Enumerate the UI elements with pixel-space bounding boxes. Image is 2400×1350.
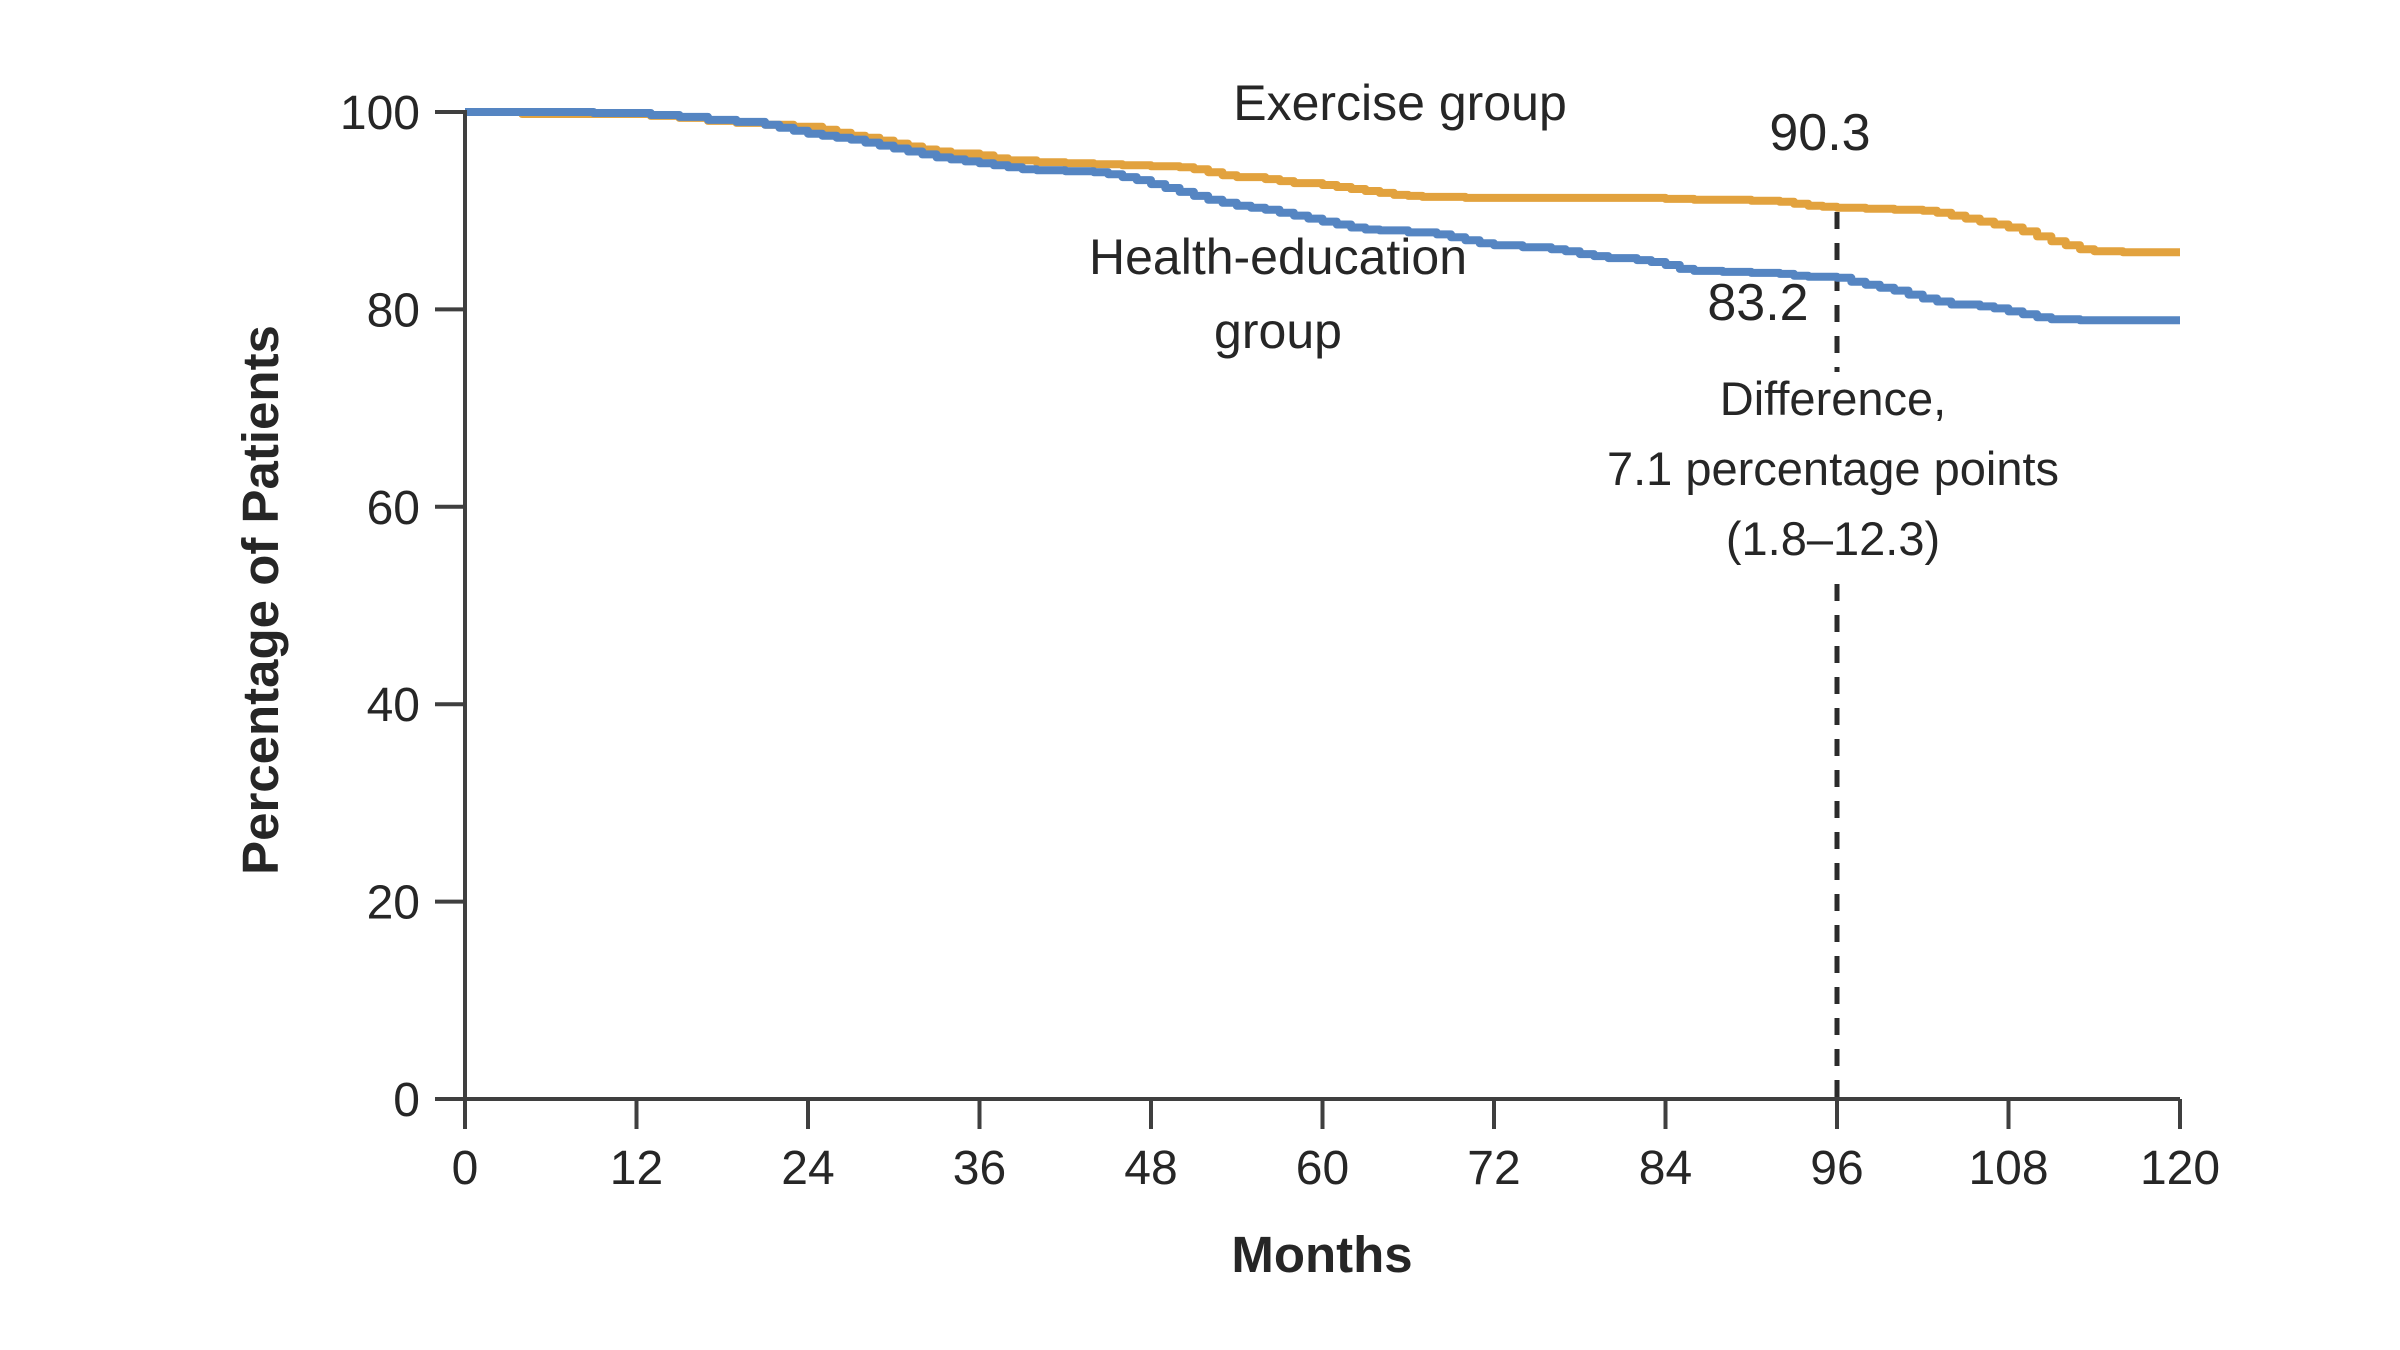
exercise-group-label: Exercise group [1233, 75, 1567, 131]
y-tick-label: 20 [367, 877, 420, 930]
difference-annotation-line3: (1.8–12.3) [1726, 512, 1940, 565]
x-tick-label: 60 [1296, 1142, 1349, 1195]
x-tick-label: 72 [1467, 1142, 1520, 1195]
health-education-group-label-line2: group [1214, 303, 1342, 359]
difference-annotation-line1: Difference, [1720, 372, 1946, 425]
x-tick-label: 120 [2140, 1142, 2220, 1195]
x-axis-title: Months [1231, 1226, 1412, 1283]
y-tick-label: 100 [340, 87, 420, 140]
y-tick-label: 60 [367, 482, 420, 535]
health-education-group-label-line1: Health-education [1089, 229, 1467, 285]
difference-annotation-line2: 7.1 percentage points [1607, 442, 2059, 495]
health-education-curve [465, 108, 2180, 325]
x-tick-label: 96 [1810, 1142, 1863, 1195]
x-tick-label: 0 [452, 1142, 479, 1195]
y-tick-label: 40 [367, 679, 420, 732]
x-tick-label: 48 [1124, 1142, 1177, 1195]
exercise-value-label: 90.3 [1769, 104, 1870, 162]
x-tick-label: 36 [953, 1142, 1006, 1195]
health-value-label: 83.2 [1707, 274, 1808, 332]
tick-marks [435, 110, 2182, 1129]
x-tick-label: 108 [1968, 1142, 2048, 1195]
x-tick-label: 24 [781, 1142, 834, 1195]
x-tick-label: 84 [1639, 1142, 1692, 1195]
annotation-background [1570, 372, 2100, 572]
y-tick-label: 80 [367, 284, 420, 337]
x-tick-label: 12 [610, 1142, 663, 1195]
survival-curves [465, 108, 2180, 325]
tick-labels: 0 20 40 60 80 100 0 12 24 36 48 60 72 84 96 108 120 [340, 87, 2220, 1195]
y-tick-label: 0 [393, 1074, 420, 1127]
y-axis-title: Percentage of Patients [232, 325, 289, 875]
